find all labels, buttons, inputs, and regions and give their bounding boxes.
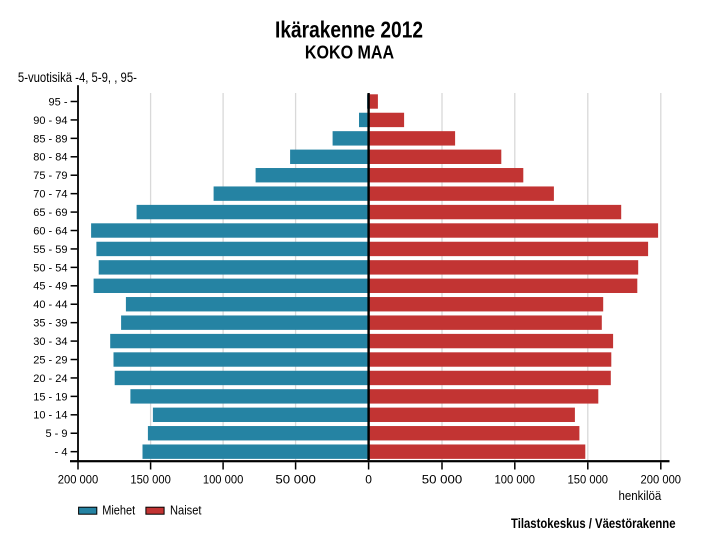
svg-text:45 - 49: 45 - 49 bbox=[33, 281, 67, 293]
svg-text:40 - 44: 40 - 44 bbox=[33, 299, 67, 311]
svg-text:30 - 34: 30 - 34 bbox=[33, 336, 67, 348]
svg-text:15 - 19: 15 - 19 bbox=[33, 391, 67, 403]
svg-text:50 000: 50 000 bbox=[422, 473, 463, 487]
svg-text:150 000: 150 000 bbox=[568, 473, 609, 487]
svg-text:Tilastokeskus / Väestörakenne: Tilastokeskus / Väestörakenne bbox=[511, 515, 676, 531]
svg-text:- 4: - 4 bbox=[55, 447, 68, 459]
svg-text:Ikärakenne 2012: Ikärakenne 2012 bbox=[275, 17, 423, 43]
svg-text:10 - 14: 10 - 14 bbox=[33, 410, 67, 422]
svg-text:5-vuotisikä -4, 5-9, , 95-: 5-vuotisikä -4, 5-9, , 95- bbox=[18, 70, 137, 85]
svg-text:200 000: 200 000 bbox=[641, 473, 682, 487]
svg-text:90 - 94: 90 - 94 bbox=[33, 115, 67, 127]
svg-text:60 - 64: 60 - 64 bbox=[33, 225, 67, 237]
svg-text:200 000: 200 000 bbox=[58, 473, 99, 487]
svg-text:50 000: 50 000 bbox=[275, 473, 316, 487]
svg-text:65 - 69: 65 - 69 bbox=[33, 207, 67, 219]
svg-text:5 - 9: 5 - 9 bbox=[45, 428, 67, 440]
svg-text:Miehet: Miehet bbox=[102, 504, 135, 518]
svg-text:0: 0 bbox=[365, 473, 372, 487]
svg-text:KOKO MAA: KOKO MAA bbox=[305, 43, 394, 63]
svg-text:100 000: 100 000 bbox=[495, 473, 536, 487]
svg-text:50 - 54: 50 - 54 bbox=[33, 262, 67, 274]
svg-text:75 - 79: 75 - 79 bbox=[33, 170, 67, 182]
svg-text:35 - 39: 35 - 39 bbox=[33, 318, 67, 330]
svg-text:55 - 59: 55 - 59 bbox=[33, 244, 67, 256]
svg-text:70 - 74: 70 - 74 bbox=[33, 189, 67, 201]
svg-text:25 - 29: 25 - 29 bbox=[33, 354, 67, 366]
svg-text:150 000: 150 000 bbox=[130, 473, 171, 487]
svg-text:95 -: 95 - bbox=[49, 96, 68, 108]
svg-text:20 - 24: 20 - 24 bbox=[33, 373, 67, 385]
svg-text:85 - 89: 85 - 89 bbox=[33, 133, 67, 145]
svg-text:henkilöä: henkilöä bbox=[619, 488, 662, 503]
svg-text:80 - 84: 80 - 84 bbox=[33, 152, 67, 164]
svg-text:100 000: 100 000 bbox=[203, 473, 244, 487]
svg-text:Naiset: Naiset bbox=[170, 504, 202, 518]
